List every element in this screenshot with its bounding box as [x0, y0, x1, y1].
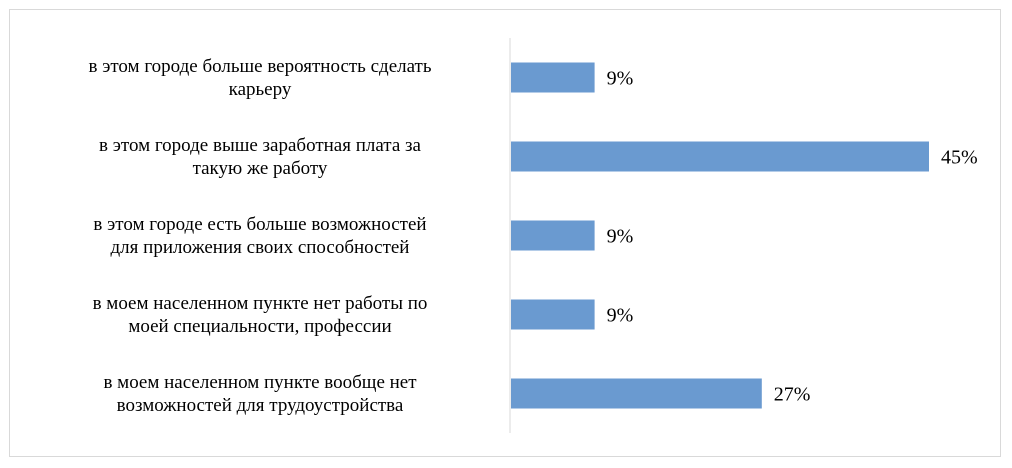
- category-label-2-line-2: такую же работу: [193, 158, 328, 179]
- bar-5: [511, 378, 762, 409]
- category-label-4: в моем населенном пункте нет работы по мо…: [93, 293, 428, 337]
- chart-frame: 9% в этом городе больше вероятность сдела…: [9, 9, 1001, 457]
- category-label-1: в этом городе больше вероятность сделать…: [88, 56, 431, 100]
- category-label-3-line-1: в этом городе есть больше возможностей: [93, 214, 426, 235]
- data-label-3: 9%: [607, 226, 634, 248]
- category-label-5: в моем населенном пункте вообще нет возмо…: [103, 372, 417, 416]
- category-label-3: в этом городе есть больше возможностей дл…: [93, 214, 426, 258]
- bar-1: [511, 62, 595, 93]
- data-label-5: 27%: [774, 384, 811, 406]
- category-label-4-line-2: моей специальности, профессии: [128, 316, 391, 337]
- category-label-4-line-1: в моем населенном пункте нет работы по: [93, 293, 428, 314]
- category-label-1-line-2: карьеру: [229, 79, 292, 100]
- bar-4: [511, 299, 595, 330]
- bar-chart: 9% в этом городе больше вероятность сдела…: [88, 38, 978, 433]
- category-label-5-line-2: возможностей для трудоустройства: [117, 395, 404, 416]
- category-label-3-line-2: для приложения своих способностей: [111, 237, 410, 258]
- bar-2: [511, 141, 929, 172]
- data-label-2: 45%: [941, 147, 978, 169]
- category-label-1-line-1: в этом городе больше вероятность сделать: [88, 56, 431, 77]
- data-label-4: 9%: [607, 305, 634, 327]
- category-label-5-line-1: в моем населенном пункте вообще нет: [103, 372, 417, 393]
- category-label-2: в этом городе выше заработная плата за та…: [99, 135, 422, 179]
- data-label-1: 9%: [607, 68, 634, 90]
- category-label-2-line-1: в этом городе выше заработная плата за: [99, 135, 422, 156]
- bar-3: [511, 220, 595, 251]
